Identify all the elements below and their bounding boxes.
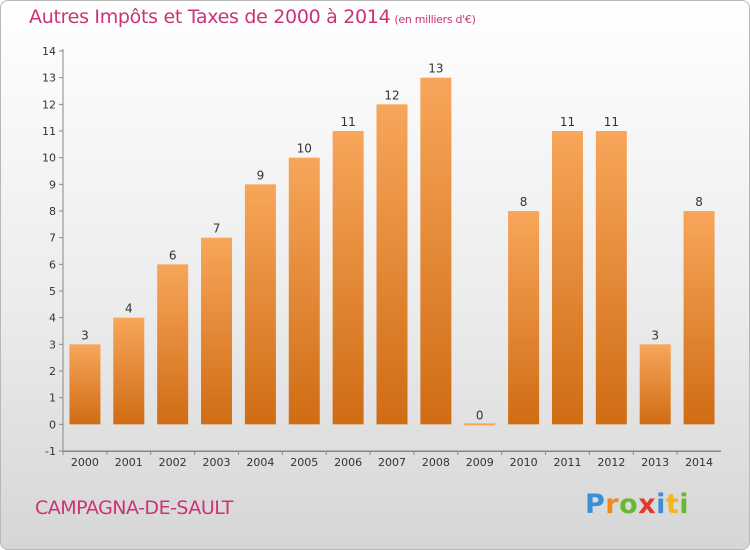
bar [244, 184, 276, 425]
commune-name: CAMPAGNA-DE-SAULT [35, 497, 233, 519]
x-tick-label: 2010 [510, 456, 538, 469]
proxiti-logo: Proxiti [585, 489, 689, 520]
data-label: 6 [169, 248, 177, 262]
x-tick-label: 2008 [422, 456, 450, 469]
title-text: Autres Impôts et Taxes de 2000 à 2014 [29, 6, 391, 28]
x-tick-label: 2007 [378, 456, 406, 469]
logo-letter: r [605, 489, 620, 520]
y-tick-label: 14 [42, 45, 56, 58]
chart-title: Autres Impôts et Taxes de 2000 à 2014 (en… [29, 6, 476, 28]
y-tick-label: 2 [49, 365, 56, 378]
y-tick-label: 0 [49, 418, 56, 431]
bar [201, 237, 233, 425]
x-tick-label: 2003 [203, 456, 231, 469]
x-tick-label: 2005 [290, 456, 318, 469]
x-tick-label: 2009 [466, 456, 494, 469]
y-tick-label: 8 [49, 205, 56, 218]
x-tick-label: 2006 [334, 456, 362, 469]
y-tick-label: 11 [42, 125, 56, 138]
x-tick-label: 2001 [115, 456, 143, 469]
bar [288, 157, 320, 425]
y-tick-label: 3 [49, 338, 56, 351]
data-label: 0 [476, 408, 484, 422]
data-label: 13 [428, 62, 443, 76]
x-tick-label: 2002 [159, 456, 187, 469]
data-label: 10 [297, 142, 312, 156]
x-tick-label: 2000 [71, 456, 99, 469]
unit-label: (en milliers d'€) [394, 13, 476, 26]
data-label: 4 [125, 302, 133, 316]
bar [551, 131, 583, 425]
data-label: 11 [604, 115, 619, 129]
data-labels: 3 4 6 7 9 10 11 12 13 0 8 11 11 3 8 [81, 62, 703, 423]
y-tick-label: 13 [42, 72, 56, 85]
bars [69, 77, 715, 426]
bar [113, 317, 145, 425]
y-tick-label: 12 [42, 98, 56, 111]
x-tick-label: 2004 [246, 456, 274, 469]
data-label: 9 [257, 168, 265, 182]
y-tick-label: 10 [42, 152, 56, 165]
data-label: 12 [384, 88, 399, 102]
x-tick-label: 2014 [685, 456, 713, 469]
bar [508, 211, 540, 425]
x-tick-label: 2012 [597, 456, 625, 469]
data-label: 3 [651, 328, 659, 342]
logo-letter: x [638, 489, 657, 520]
bar [157, 264, 189, 425]
x-tick-label: 2013 [641, 456, 669, 469]
bar [69, 344, 101, 425]
bar [420, 77, 452, 425]
y-tick-label: 6 [49, 258, 56, 271]
logo-letter: i [679, 489, 690, 520]
bar [464, 423, 496, 426]
y-tick-label: -1 [45, 445, 56, 458]
data-label: 3 [81, 328, 89, 342]
x-tick-label: 2011 [553, 456, 581, 469]
logo-letter: i [656, 489, 666, 520]
logo-letter: o [619, 489, 639, 520]
data-label: 11 [560, 115, 575, 129]
y-tick-label: 4 [49, 312, 56, 325]
bar [332, 131, 364, 425]
data-label: 8 [695, 195, 703, 209]
data-label: 11 [340, 115, 355, 129]
bar [595, 131, 627, 425]
logo-letter: t [665, 489, 680, 520]
y-tick-label: 5 [49, 285, 56, 298]
y-tick-label: 7 [49, 232, 56, 245]
y-tick-label: 9 [49, 178, 56, 191]
bar [683, 211, 715, 425]
bar [639, 344, 671, 425]
data-label: 8 [520, 195, 528, 209]
data-label: 7 [213, 222, 221, 236]
bar [376, 104, 408, 425]
y-tick-label: 1 [49, 392, 56, 405]
logo-letter: P [585, 489, 606, 520]
